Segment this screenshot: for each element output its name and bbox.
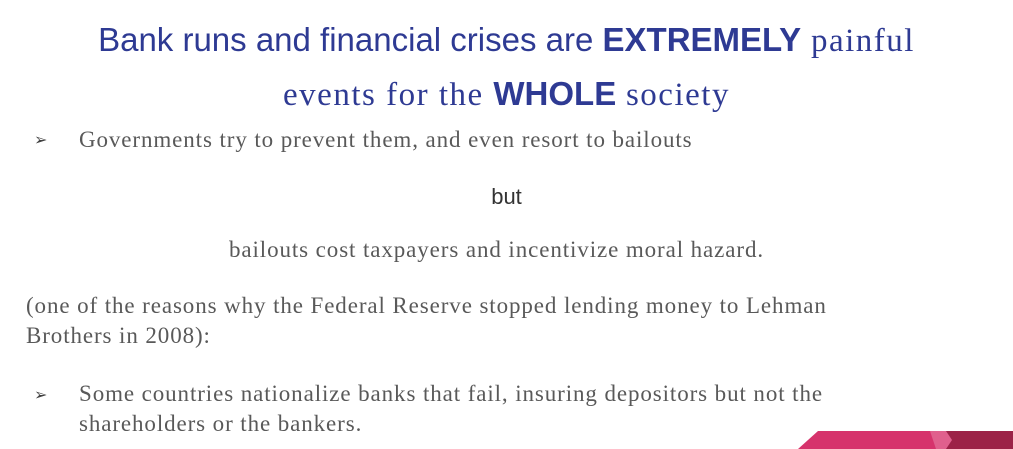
paren-note-line-1: (one of the reasons why the Federal Rese… <box>26 293 827 318</box>
bullet-item-2-line-1: Some countries nationalize banks that fa… <box>79 381 823 406</box>
title-emphasis-extremely: EXTREMELY <box>602 21 802 58</box>
title-emphasis-whole: WHOLE <box>493 75 617 112</box>
title-line-1: Bank runs and financial crises are EXTRE… <box>0 16 1013 70</box>
title-text-1a: Bank runs and financial crises are <box>98 21 603 58</box>
slide-title: Bank runs and financial crises are EXTRE… <box>0 16 1013 124</box>
bullet-arrow-icon: ➢ <box>34 130 48 149</box>
title-text-1b: painful <box>801 23 915 59</box>
bullet-item-1: Governments try to prevent them, and eve… <box>79 127 693 152</box>
ribbon-dark-segment <box>930 431 1013 449</box>
bailouts-line: bailouts cost taxpayers and incentivize … <box>229 237 764 262</box>
title-text-2b: society <box>616 77 730 113</box>
bullet-item-2-line-2: shareholders or the bankers. <box>79 411 363 436</box>
bullet-arrow-icon-2: ➢ <box>34 385 48 404</box>
title-line-2: events for the WHOLE society <box>0 70 1013 124</box>
title-text-2a: events for the <box>283 77 494 113</box>
ribbon-light-segment <box>798 431 936 449</box>
paren-note-line-2: Brothers in 2008): <box>26 323 211 348</box>
ribbon-fold-segment <box>930 431 952 449</box>
but-connector: but <box>491 184 522 209</box>
